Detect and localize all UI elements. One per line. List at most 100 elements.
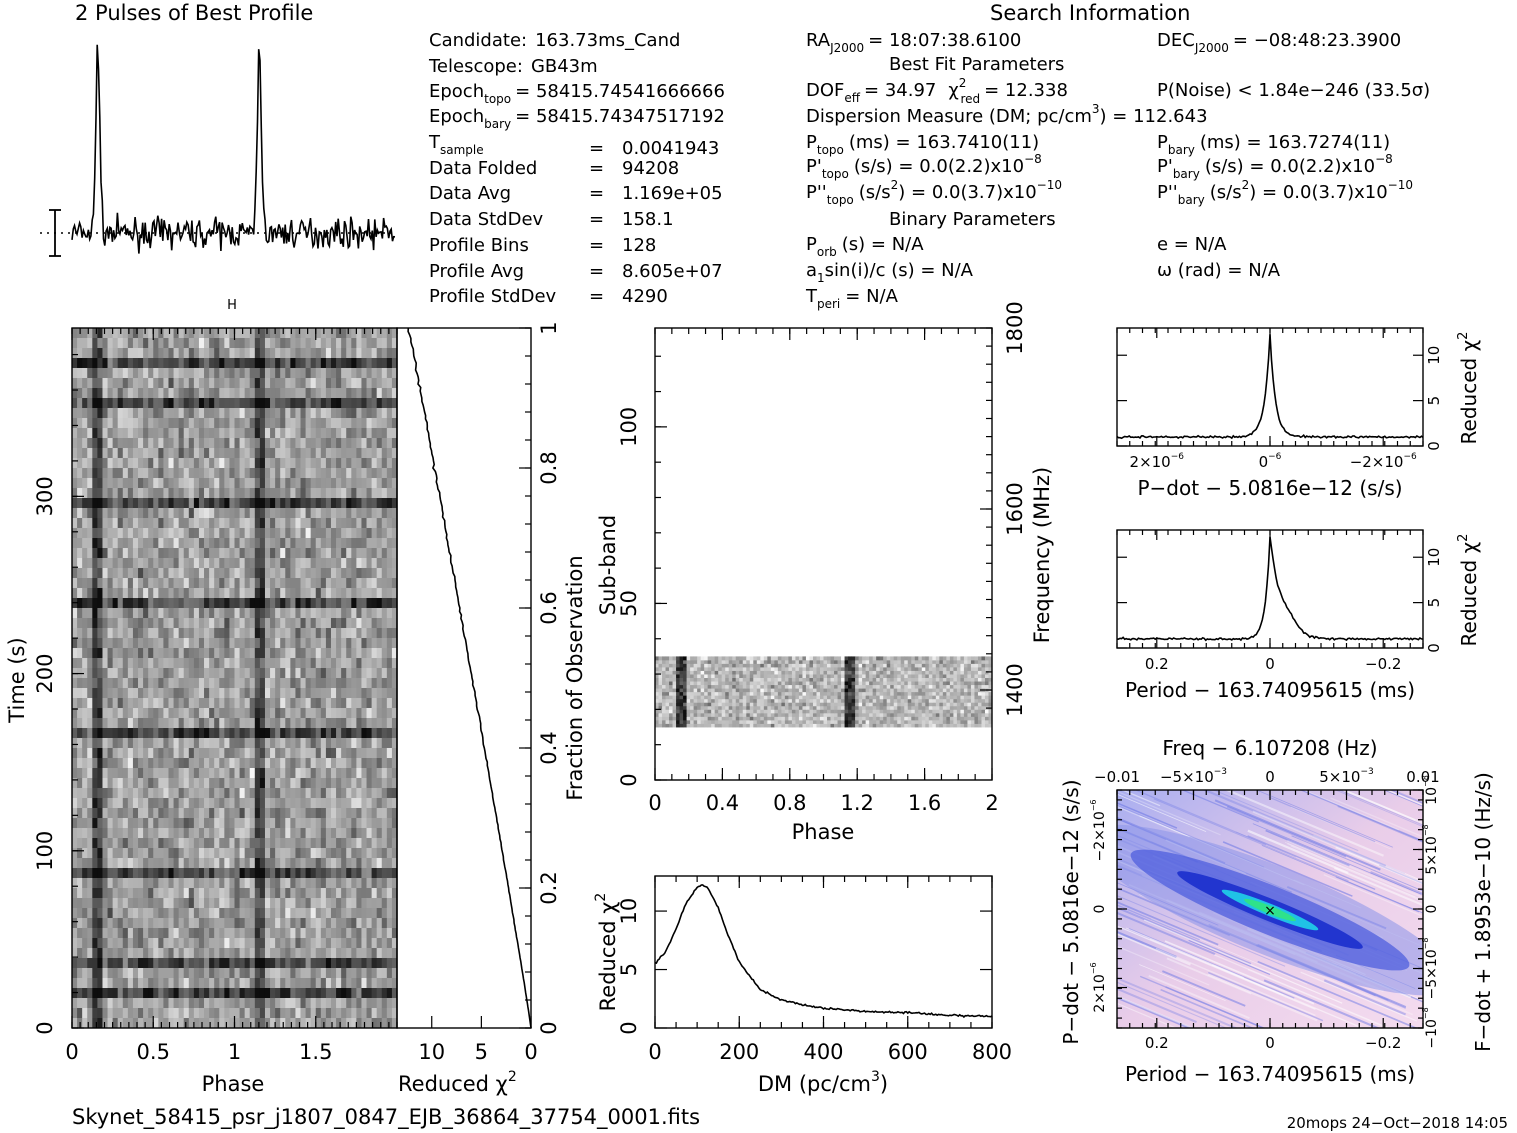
dec-value: = −08:48:23.3900 <box>1233 30 1401 51</box>
y2tick-label: −5×10−8 <box>1421 938 1440 1000</box>
frequency-ytick-label: 1400 <box>1003 663 1027 716</box>
xtick-label: 0−6 <box>1259 452 1282 471</box>
profile-curve <box>71 44 396 254</box>
dof-sub: eff <box>844 91 860 105</box>
dm-ytick-label: 0 <box>617 1021 641 1034</box>
dof-label: DOF <box>806 80 844 101</box>
search-info-title: Search Information <box>990 1 1190 25</box>
pdot-bary-sub: bary <box>1173 167 1200 181</box>
dm-chi2-frame <box>654 875 993 1029</box>
pddot-topo-value2: ) = 0.0(3.7)x10 <box>898 182 1036 203</box>
svg-text:Porb(s) = N/A: Porb (s) = N/A <box>806 234 924 259</box>
dm-xlabel-sup: 3 <box>871 1069 880 1085</box>
period-chi2-ticks: 0.2 0 −0.2 0 5 10 <box>1116 530 1443 673</box>
profile-title: 2 Pulses of Best Profile <box>75 1 313 25</box>
time-phase-xtick-label: 1.5 <box>299 1040 332 1064</box>
dm-xlabel-end: ) <box>880 1072 888 1096</box>
top-xtick-label: 0 <box>1265 768 1275 786</box>
dm-ylabel: Reduced χ <box>596 902 620 1012</box>
top-xtick-label: −0.01 <box>1094 768 1140 786</box>
y2tick-label: 10−8 <box>1421 775 1440 805</box>
pdot-chi2-plot: 2×10−6 0−6 −2×10−6 0 5 10 P−dot − 5.0816e−12 … <box>1116 327 1481 500</box>
subband-greyscale <box>655 656 993 728</box>
pdot-chi2-ticks: 2×10−6 0−6 −2×10−6 0 5 10 <box>1116 328 1443 471</box>
pddot-bary-value: (s/s <box>1210 182 1242 203</box>
dm-xtick-label: 200 <box>719 1040 759 1064</box>
pddot-bary-exp: −10 <box>1388 178 1413 192</box>
footer-timestamp: 20mops 24−Oct−2018 14:05 <box>1287 1114 1508 1132</box>
info-row: Candidate: 163.73ms_Cand <box>429 30 680 51</box>
time-chi2-ytick-label: 0.4 <box>537 731 561 764</box>
svg-text:DECJ2000= −08:48:23.3900: DECJ2000 = −08:48:23.3900 <box>1157 30 1401 55</box>
ytick-label: 10 <box>1425 346 1443 365</box>
pddot-bary-sub: bary <box>1178 193 1205 207</box>
ra-value: = 18:07:38.6100 <box>868 30 1021 51</box>
subband-phase-plot: 0 0.4 0.8 1.2 1.6 2 0 50 100 1400 1600 1800 Phase S… <box>596 301 1054 844</box>
pdot-chi2-ylabel-sup: 2 <box>1456 332 1471 340</box>
ytick-label: 0 <box>1092 905 1108 914</box>
porb-sub: orb <box>817 245 837 259</box>
pddot-topo-exp: −10 <box>1037 178 1062 192</box>
time-chi2-xtick-label: 10 <box>418 1040 445 1064</box>
time-phase-xtick-label: 0 <box>65 1040 78 1064</box>
subband-xtick-label: 1.2 <box>840 791 873 815</box>
ytick-label: 0 <box>1425 441 1443 451</box>
time-chi2-xtick-label: 5 <box>475 1040 488 1064</box>
dm-xtick-label: 600 <box>888 1040 928 1064</box>
time-chi2-ylabel: Fraction of Observation <box>563 555 587 800</box>
ptopo-sub: topo <box>817 143 844 157</box>
dm-ytick-label: 5 <box>617 963 641 976</box>
a1-label: a <box>806 260 817 281</box>
ytick-label: 5 <box>1425 598 1443 608</box>
pdot-topo-sub: topo <box>822 167 849 181</box>
svg-text:P''topo(s/s2) = 0.0(3.7)x10−10: P''topo (s/s2) = 0.0(3.7)x10−10 <box>806 178 1062 207</box>
period-pdot-ylabel: P−dot − 5.0816e−12 (s/s) <box>1059 779 1083 1044</box>
pdot-bary-label: P' <box>1157 156 1173 177</box>
time-phase-xlabel: Phase <box>202 1072 265 1096</box>
chi-value: = 12.338 <box>984 80 1068 101</box>
pddot-bary-sup: 2 <box>1242 178 1250 192</box>
y2tick-label: 0 <box>1424 905 1440 914</box>
time-phase-ytick-label: 200 <box>33 654 57 694</box>
top-xtick-label: −5×10−3 <box>1160 767 1227 786</box>
period-pdot-ticks: 0.2 0 −0.2 −0.01 −5×10−3 0 5×10−3 0.01 2×10−6 0 −2… <box>1089 767 1440 1052</box>
time-chi2-xlabel: Reduced χ <box>398 1072 508 1096</box>
frequency-ytick-label: 1600 <box>1003 482 1027 535</box>
svg-text:Ptopo(ms) = 163.7410(11): Ptopo (ms) = 163.7410(11) <box>806 132 1039 157</box>
chi-sub: red <box>960 92 980 106</box>
info-row: Telescope: GB43m <box>428 56 598 77</box>
xtick-label: 0 <box>1265 1034 1275 1052</box>
time-chi2-ytick-label: 0.8 <box>537 451 561 484</box>
pdot-topo-exp: −8 <box>1024 152 1042 166</box>
time-chi2-xtick-label: 0 <box>524 1040 537 1064</box>
pbary-label: P <box>1157 132 1168 153</box>
subband-ticks: 0 0.4 0.8 1.2 1.6 2 0 50 100 1400 1600 1800 <box>617 301 1027 815</box>
pnoise: P(Noise) < 1.84e−246 (33.5σ) <box>1157 80 1430 101</box>
dm-ytick-label: 10 <box>617 898 641 925</box>
a1-sub: 1 <box>817 271 825 285</box>
subband-ytick-label: 50 <box>617 590 641 617</box>
time-phase-ylabel: Time (s) <box>5 637 29 723</box>
pddot-topo-sup: 2 <box>891 178 899 192</box>
frequency-ytick-label: 1800 <box>1003 301 1027 354</box>
svg-text:Pbary(ms) = 163.7274(11): Pbary (ms) = 163.7274(11) <box>1157 132 1390 157</box>
pbary-value: (ms) = 163.7274(11) <box>1200 132 1390 153</box>
time-phase-plot: 0 0.5 1 1.5 0 100 200 300 H Phase Time (s) <box>5 298 398 1096</box>
omega-value: ω (rad) = N/A <box>1157 260 1281 281</box>
time-chi2-frame <box>396 327 532 1029</box>
period-pdot-plot: × 0.2 0 −0.2−0.01 −5×10−3 0 5×10−3 0.012×10−60… <box>1059 736 1495 1086</box>
best-fit-title: Best Fit Parameters <box>889 54 1064 75</box>
pddot-bary-label: P'' <box>1157 182 1178 203</box>
subband-xtick-label: 0.4 <box>706 791 739 815</box>
ytick-label: 2×10−6 <box>1089 962 1108 1012</box>
chi-sup: 2 <box>959 76 967 90</box>
xtick-label: 0.2 <box>1145 1034 1169 1052</box>
svg-text:P'bary(s/s) = 0.0(2.2)x10−8: P'bary (s/s) = 0.0(2.2)x10−8 <box>1157 152 1393 181</box>
pdot-topo-value: (s/s) = 0.0(2.2)x10 <box>854 156 1024 177</box>
dm-xtick-label: 0 <box>648 1040 661 1064</box>
subband-xlabel: Phase <box>792 820 855 844</box>
tperi-label: T <box>805 286 818 307</box>
tperi-sub: peri <box>817 297 840 311</box>
subband-xtick-label: 1.6 <box>908 791 941 815</box>
